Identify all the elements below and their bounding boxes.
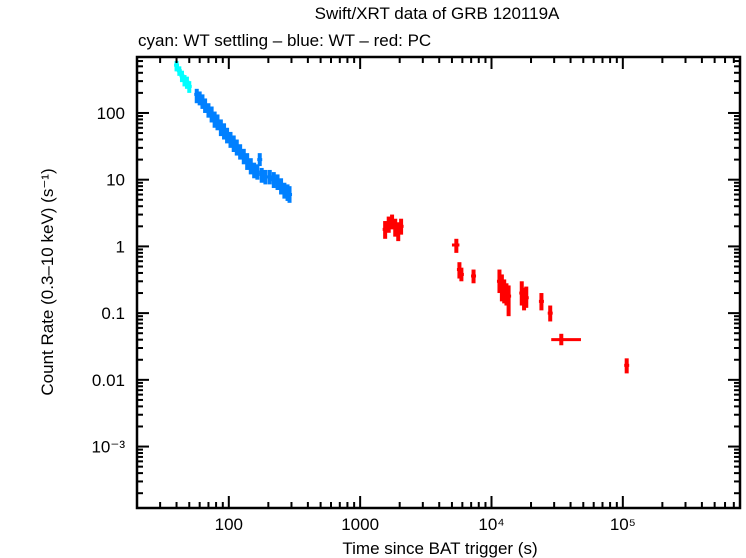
data-point xyxy=(471,269,477,284)
y-tick-label: 0.1 xyxy=(101,304,125,323)
chart-title: Swift/XRT data of GRB 120119A xyxy=(315,4,560,23)
plot-frame xyxy=(135,55,742,510)
y-tick-label: 0.01 xyxy=(92,371,125,390)
y-axis-label: Count Rate (0.3–10 keV) (s⁻¹) xyxy=(38,168,57,395)
x-tick-label: 10⁵ xyxy=(610,515,636,534)
data-point xyxy=(538,293,544,311)
y-tick-label: 100 xyxy=(97,104,125,123)
y-tick-label: 10⁻³ xyxy=(91,438,125,457)
data-point xyxy=(271,172,277,189)
y-tick-label: 10 xyxy=(106,171,125,190)
x-tick-labels: 100 1000 10⁴ 10⁵ xyxy=(215,515,636,534)
data-point xyxy=(451,238,460,253)
data-point xyxy=(547,305,553,322)
data-point xyxy=(267,169,273,185)
axis-ticks xyxy=(136,57,740,508)
y-tick-labels: 100 10 1 0.1 0.01 10⁻³ xyxy=(91,104,125,457)
data-point xyxy=(259,167,265,183)
series-wt xyxy=(194,88,293,203)
series-pc xyxy=(382,214,630,374)
data-point xyxy=(257,153,263,167)
x-axis-label: Time since BAT trigger (s) xyxy=(342,539,537,558)
data-point xyxy=(506,285,512,317)
data-point xyxy=(551,333,581,346)
data-point xyxy=(624,358,630,374)
chart-subtitle: cyan: WT settling – blue: WT – red: PC xyxy=(138,31,431,50)
plot-area xyxy=(174,61,630,374)
data-point xyxy=(186,81,192,93)
x-tick-label: 10⁴ xyxy=(478,515,504,534)
data-point xyxy=(523,286,529,308)
data-point xyxy=(254,164,260,180)
y-tick-label: 1 xyxy=(116,237,125,256)
data-point xyxy=(287,186,293,203)
data-point xyxy=(398,218,404,235)
data-point xyxy=(262,169,268,185)
x-tick-label: 1000 xyxy=(341,515,379,534)
series-wt-settling xyxy=(174,61,192,93)
x-tick-label: 100 xyxy=(215,515,243,534)
data-point xyxy=(458,267,464,282)
